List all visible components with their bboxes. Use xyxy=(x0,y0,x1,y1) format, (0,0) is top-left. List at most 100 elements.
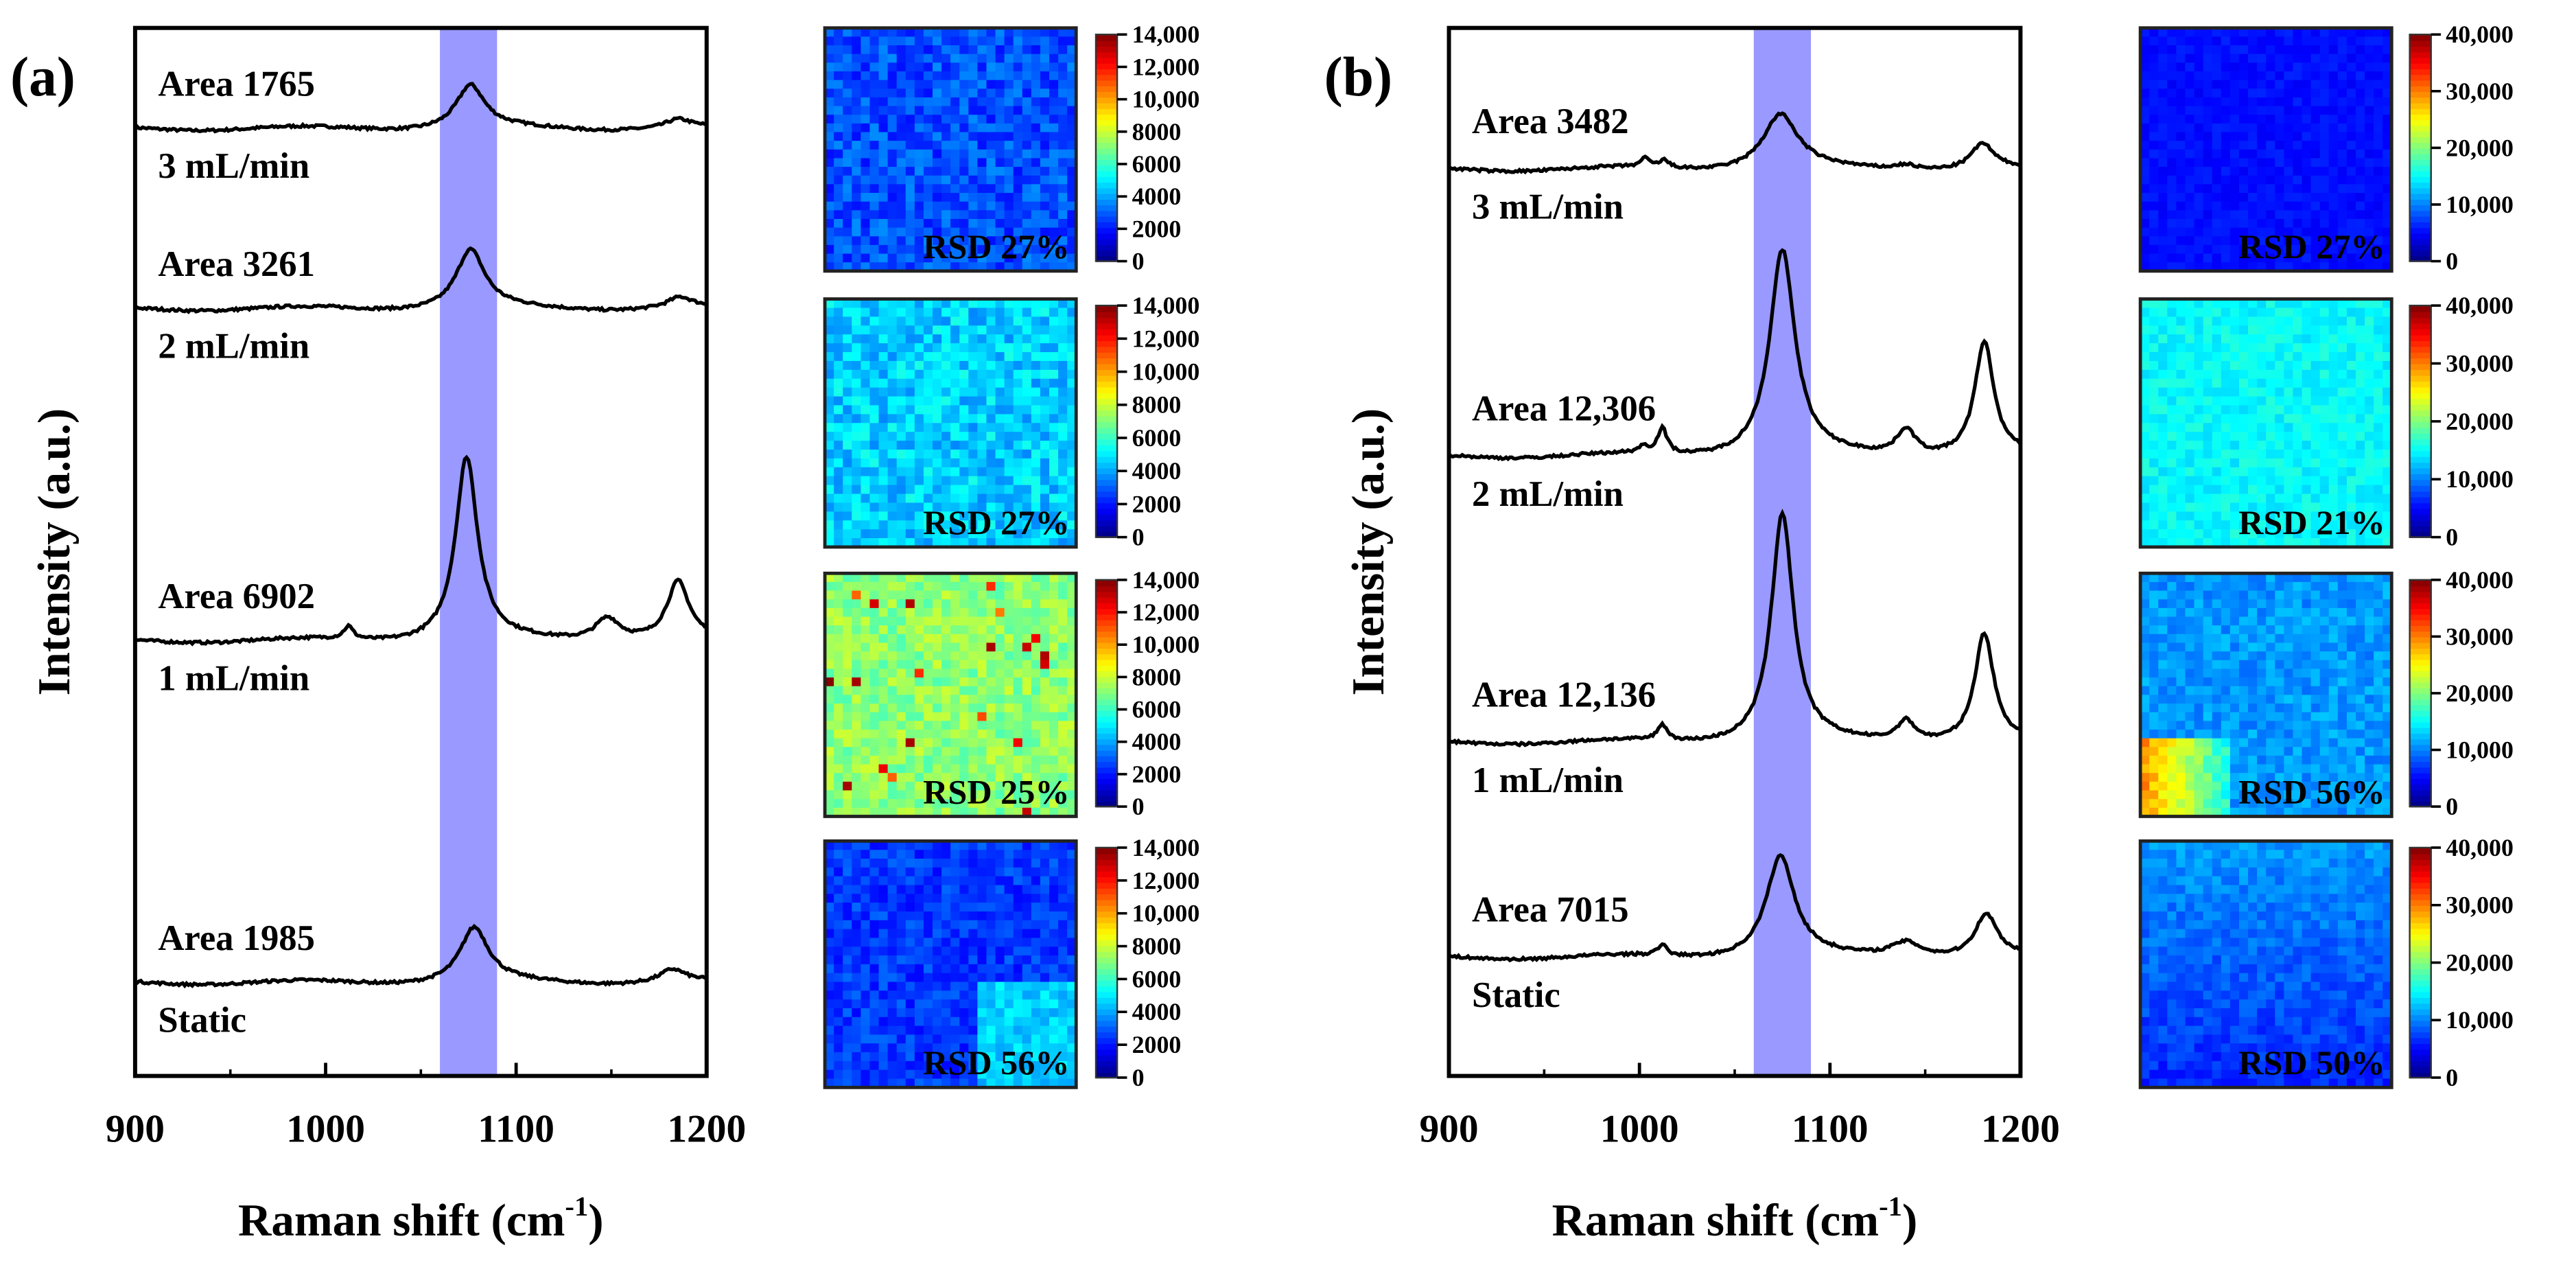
heatmap-pixel xyxy=(905,704,915,713)
heatmap-pixel xyxy=(1022,467,1032,477)
heatmap-pixel xyxy=(2337,360,2347,371)
heatmap-pixel xyxy=(1022,964,1032,974)
heatmap-pixel xyxy=(1022,999,1032,1009)
heatmap-pixel xyxy=(1022,738,1032,748)
heatmap-pixel xyxy=(1022,946,1032,957)
heatmap-pixel xyxy=(2185,175,2195,185)
highlight-band xyxy=(440,27,497,1076)
heatmap-pixel xyxy=(1067,964,1077,974)
x-axis-title: Raman shift (cm-1) xyxy=(238,1191,604,1246)
heatmap-pixel xyxy=(2355,210,2366,220)
colorbar-segment xyxy=(1095,113,1118,121)
heatmap-pixel xyxy=(959,132,970,142)
heatmap-pixel xyxy=(933,307,943,318)
heatmap-pixel xyxy=(825,1069,835,1080)
heatmap-pixel xyxy=(860,520,871,531)
heatmap-pixel xyxy=(2176,54,2186,64)
heatmap-pixel xyxy=(959,378,970,388)
heatmap-pixel xyxy=(2140,325,2151,336)
heatmap-pixel xyxy=(2149,167,2159,176)
heatmap-pixel xyxy=(860,695,871,704)
heatmap-pixel xyxy=(2203,193,2213,202)
heatmap-pixel xyxy=(1067,581,1077,592)
heatmap-pixel xyxy=(2167,316,2177,327)
heatmap-pixel xyxy=(2140,458,2151,468)
heatmap-pixel xyxy=(869,227,880,237)
heatmap-pixel xyxy=(995,981,1005,992)
heatmap-pixel xyxy=(2221,219,2231,229)
heatmap-pixel xyxy=(1040,175,1050,185)
heatmap-pixel xyxy=(1049,955,1059,965)
heatmap-pixel xyxy=(1067,747,1077,756)
heatmap-pixel xyxy=(869,36,880,46)
heatmap-pixel xyxy=(1058,1060,1068,1071)
heatmap-pixel xyxy=(2319,244,2330,255)
heatmap-pixel xyxy=(860,903,871,912)
heatmap-pixel xyxy=(2221,201,2231,211)
heatmap-pixel xyxy=(852,1034,862,1045)
heatmap-pixel xyxy=(2212,369,2222,380)
heatmap-pixel xyxy=(1004,414,1014,424)
heatmap-pixel xyxy=(2302,253,2312,264)
heatmap-pixel xyxy=(2194,299,2204,309)
heatmap-pixel xyxy=(1022,450,1032,459)
heatmap-pixel xyxy=(986,581,996,592)
heatmap-pixel xyxy=(905,236,915,246)
heatmap-pixel xyxy=(950,920,961,930)
heatmap-pixel xyxy=(825,894,835,904)
heatmap-pixel xyxy=(950,123,961,133)
heatmap-pixel xyxy=(2140,106,2151,116)
area-label: Area 7015 xyxy=(1472,890,1629,929)
heatmap-pixel xyxy=(1013,538,1023,548)
heatmap-pixel xyxy=(860,660,871,670)
heatmap-pixel xyxy=(1013,1069,1023,1080)
heatmap-pixel xyxy=(2257,405,2267,415)
heatmap-pixel xyxy=(2185,219,2195,229)
colorbar-tick-label: 20,000 xyxy=(2446,134,2514,161)
heatmap-pixel xyxy=(977,686,987,696)
heatmap-pixel xyxy=(1022,651,1032,661)
heatmap-pixel xyxy=(1013,616,1023,627)
heatmap-pixel xyxy=(878,859,889,868)
heatmap-pixel xyxy=(923,476,933,486)
heatmap-pixel xyxy=(923,80,933,90)
heatmap-pixel xyxy=(878,141,889,150)
heatmap-pixel xyxy=(887,123,898,133)
heatmap-pixel xyxy=(1040,387,1050,397)
colorbar-segment xyxy=(1095,1008,1118,1016)
heatmap-pixel xyxy=(2365,405,2375,415)
heatmap-pixel xyxy=(887,729,898,739)
heatmap-pixel xyxy=(1031,859,1041,868)
heatmap-pixel xyxy=(1031,876,1041,886)
heatmap-pixel xyxy=(2176,360,2186,371)
heatmap-pixel xyxy=(1040,493,1050,504)
heatmap-pixel xyxy=(2310,132,2321,142)
heatmap-pixel xyxy=(905,360,915,371)
heatmap-pixel xyxy=(1049,45,1059,55)
heatmap-pixel xyxy=(1040,343,1050,353)
colorbar-segment xyxy=(1095,80,1118,86)
heatmap-pixel xyxy=(860,625,871,635)
heatmap-pixel xyxy=(896,184,906,194)
heatmap-pixel xyxy=(950,573,961,583)
colorbar-segment xyxy=(1095,1037,1118,1044)
heatmap-pixel xyxy=(923,867,933,877)
heatmap-pixel xyxy=(1058,334,1068,345)
heatmap-pixel xyxy=(852,929,862,939)
heatmap-pixel xyxy=(2212,115,2222,124)
heatmap-pixel xyxy=(2355,175,2366,185)
heatmap-pixel xyxy=(825,253,835,264)
heatmap-pixel xyxy=(1031,27,1041,38)
heatmap-pixel xyxy=(2293,378,2303,388)
heatmap-pixel xyxy=(923,325,933,336)
heatmap-pixel xyxy=(2212,467,2222,477)
heatmap-pixel xyxy=(2266,493,2276,504)
heatmap-pixel xyxy=(2355,493,2366,504)
heatmap-pixel xyxy=(986,1034,996,1045)
heatmap-pixel xyxy=(950,360,961,371)
heatmap-pixel xyxy=(1004,607,1014,618)
spectrum-line-3 xyxy=(134,923,707,989)
heatmap-pixel xyxy=(878,467,889,477)
heatmap-pixel xyxy=(1031,807,1041,817)
heatmap-pixel xyxy=(834,450,844,459)
